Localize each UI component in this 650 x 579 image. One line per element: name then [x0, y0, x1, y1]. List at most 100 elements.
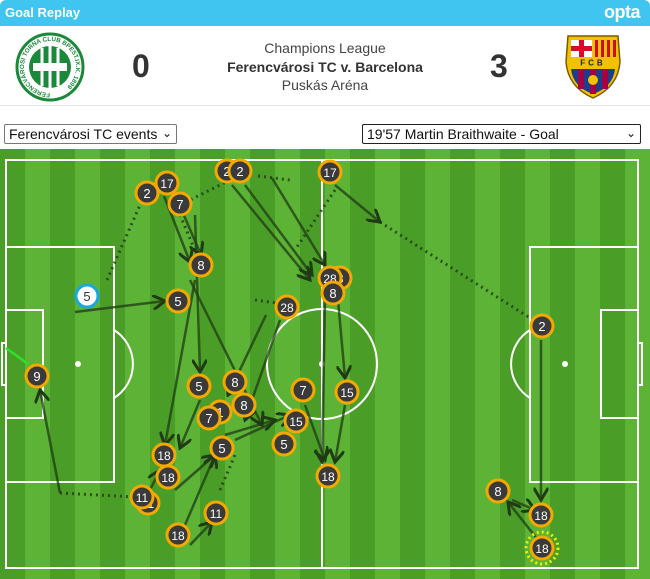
- venue: Puskás Aréna: [281, 77, 369, 93]
- widget-title: Goal Replay: [5, 5, 81, 20]
- marker-circle: [74, 283, 100, 309]
- carry-line: [105, 204, 142, 281]
- marker-circle: [290, 377, 316, 403]
- event-marker[interactable]: 18: [524, 530, 560, 566]
- event-marker[interactable]: 5: [186, 373, 212, 399]
- event-marker[interactable]: 9: [24, 363, 50, 389]
- marker-label: 18: [157, 449, 171, 463]
- event-marker[interactable]: 5: [165, 288, 191, 314]
- event-marker[interactable]: 18: [155, 464, 181, 490]
- event-marker[interactable]: 2: [134, 180, 160, 206]
- event-marker[interactable]: 15: [283, 408, 309, 434]
- event-marker[interactable]: 7: [167, 191, 193, 217]
- marker-label: 18: [535, 542, 549, 556]
- marker-circle: [283, 408, 309, 434]
- event-marker[interactable]: 5: [74, 283, 100, 309]
- marker-label: 9: [33, 369, 40, 384]
- chevron-down-icon: ⌄: [161, 126, 172, 140]
- title-bar: Goal Replay opta: [0, 0, 650, 26]
- marker-label: 8: [494, 484, 501, 499]
- pass-line: [183, 455, 215, 526]
- event-marker[interactable]: 8: [222, 369, 248, 395]
- event-marker[interactable]: 17: [317, 159, 343, 185]
- marker-label: 2: [223, 164, 230, 179]
- event-marker[interactable]: 8: [188, 252, 214, 278]
- pass-line: [243, 184, 312, 275]
- event-marker[interactable]: 11: [129, 484, 155, 510]
- away-crest-text: FCB: [580, 59, 605, 68]
- marker-label: 15: [340, 386, 354, 400]
- event-select-value: 19'57 Martin Braithwaite - Goal: [367, 126, 559, 142]
- marker-circle: [154, 170, 180, 196]
- pass-line: [335, 404, 347, 462]
- event-marker[interactable]: 18: [528, 502, 554, 528]
- marker-label: 5: [83, 289, 90, 304]
- event-marker[interactable]: 7: [290, 377, 316, 403]
- event-marker[interactable]: 18: [165, 522, 191, 548]
- pitch-stripe: [250, 149, 275, 579]
- pass-line: [270, 177, 325, 265]
- marker-circle: [165, 288, 191, 314]
- marker-circle: [231, 392, 257, 418]
- team-filter-select[interactable]: Ferencvárosi TC events ⌄: [4, 124, 177, 144]
- marker-label: 18: [171, 529, 185, 543]
- marker-label: 18: [161, 471, 175, 485]
- marker-label: 2: [143, 186, 150, 201]
- event-marker[interactable]: 5: [209, 435, 235, 461]
- event-marker[interactable]: 28: [274, 294, 300, 320]
- right-goal: [637, 342, 643, 386]
- marker-label: 2: [538, 319, 545, 334]
- event-marker[interactable]: 15: [334, 379, 360, 405]
- marker-circle: [167, 191, 193, 217]
- marker-circle: [222, 369, 248, 395]
- marker-label: 8: [197, 258, 204, 273]
- team-filter-value: Ferencvárosi TC events: [9, 126, 158, 142]
- event-marker[interactable]: 7: [196, 405, 222, 431]
- event-marker[interactable]: 11: [203, 500, 229, 526]
- pitch-stripe: [325, 149, 350, 579]
- pass-line: [303, 404, 325, 460]
- marker-circle: [320, 280, 346, 306]
- marker-label: 18: [534, 509, 548, 523]
- pitch-stripe: [275, 149, 300, 579]
- pass-line: [165, 279, 197, 445]
- marker-label: 5: [218, 441, 225, 456]
- event-marker[interactable]: 8: [231, 392, 257, 418]
- event-marker[interactable]: 8: [485, 478, 511, 504]
- event-select[interactable]: 19'57 Martin Braithwaite - Goal ⌄: [362, 124, 641, 144]
- marker-circle: [274, 294, 300, 320]
- pitch-stripe: [375, 149, 400, 579]
- fixture: Ferencvárosi TC v. Barcelona: [227, 59, 423, 75]
- event-marker[interactable]: 8: [320, 280, 346, 306]
- event-marker[interactable]: 5: [271, 431, 297, 457]
- marker-circle: [196, 405, 222, 431]
- opta-logo: opta: [604, 2, 641, 22]
- carry-line: [293, 189, 337, 251]
- marker-circle: [134, 180, 160, 206]
- away-score: 3: [490, 48, 508, 84]
- left-penalty-arc: [113, 329, 134, 399]
- pass-line: [40, 390, 62, 494]
- marker-label: 28: [280, 301, 294, 315]
- marker-circle: [188, 252, 214, 278]
- marker-label: 7: [299, 383, 306, 398]
- pass-line: [334, 184, 380, 222]
- pitch-stripe: [425, 149, 450, 579]
- event-marker[interactable]: 18: [151, 442, 177, 468]
- event-marker[interactable]: 17: [154, 170, 180, 196]
- divider: [0, 105, 650, 106]
- event-marker[interactable]: 2: [529, 313, 555, 339]
- pitch-stripe: [475, 149, 500, 579]
- event-marker[interactable]: 2: [227, 158, 253, 184]
- competition: Champions League: [264, 40, 386, 56]
- pass-line: [322, 299, 325, 462]
- marker-circle: [315, 463, 341, 489]
- pitch-stripe: [575, 149, 600, 579]
- event-marker[interactable]: 18: [315, 463, 341, 489]
- marker-label: 8: [231, 375, 238, 390]
- marker-circle: [165, 522, 191, 548]
- pitch-stripe: [50, 149, 75, 579]
- pitch-stripe: [0, 149, 25, 579]
- away-crest: FCB: [565, 35, 621, 99]
- marker-circle: [271, 431, 297, 457]
